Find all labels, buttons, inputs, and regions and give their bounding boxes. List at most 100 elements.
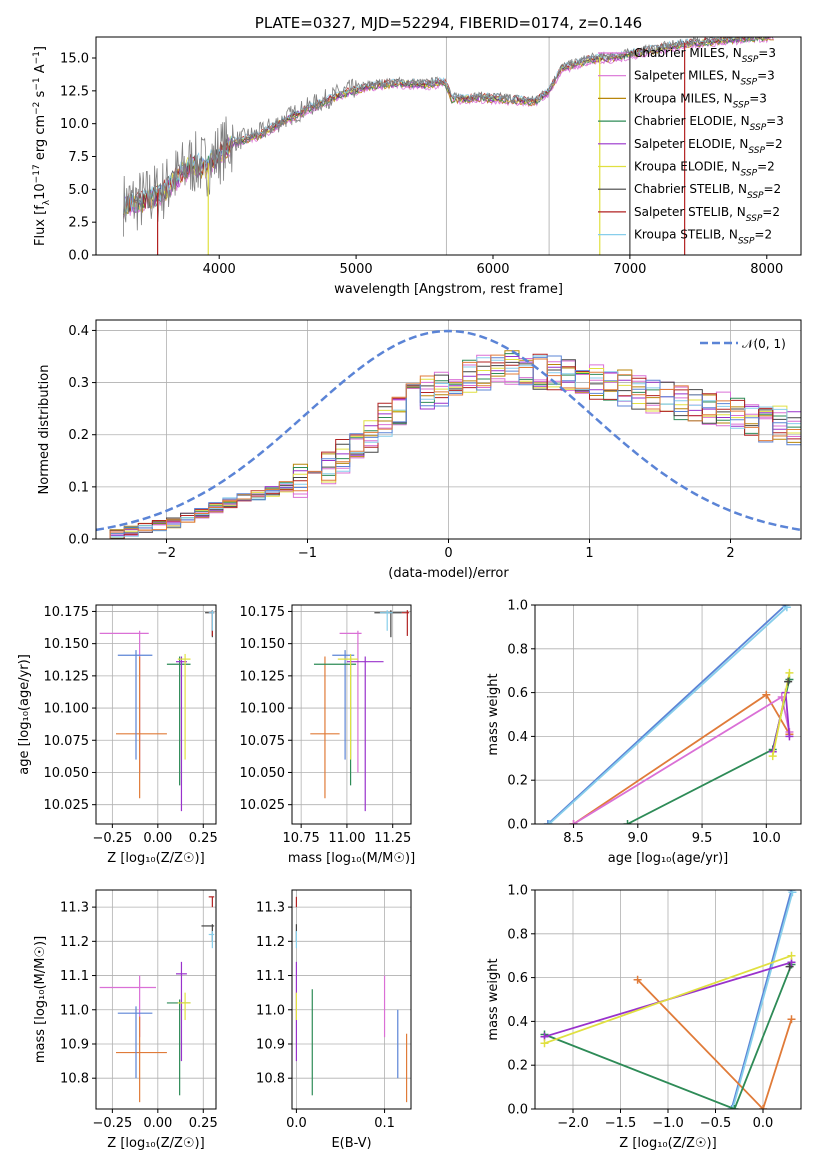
legend-tail: =2: [754, 228, 772, 242]
x-tick-label: −2: [157, 546, 176, 561]
x-tick-label: −1.0: [652, 1116, 684, 1131]
y-tick-label: 10.025: [240, 798, 286, 813]
y-tick-label: 2.5: [68, 216, 89, 231]
observed-spectrum-line: [123, 37, 773, 237]
y-tick-label: 11.2: [60, 935, 89, 950]
y-axis-label: mass weight: [486, 958, 501, 1040]
error-bar-point: [116, 656, 167, 799]
y-tick-label: 5.0: [68, 183, 89, 198]
legend-subscript: SSP: [748, 146, 765, 156]
y-tick-label: 0.2: [507, 1059, 528, 1074]
error-bar-point: [337, 653, 358, 760]
y-tick-label: 0.2: [507, 774, 528, 789]
legend-label: Chabrier ELODIE, NSSP=3: [634, 114, 784, 133]
y-tick-label: 1.0: [507, 884, 528, 899]
y-tick-label: 15.0: [60, 52, 89, 67]
legend: Chabrier MILES, NSSP=3 Salpeter MILES, NS…: [598, 46, 784, 247]
weight-marker: [782, 605, 791, 612]
weight-marker: [785, 962, 794, 971]
legend-label: Kroupa MILES, NSSP=3: [634, 91, 767, 110]
y-tick-label: 11.0: [60, 1003, 89, 1018]
legend-subscript: SSP: [747, 191, 764, 201]
legend-tail: =2: [757, 160, 775, 174]
normal-distribution-curve: [96, 329, 801, 532]
x-tick-label: 10.0: [752, 831, 781, 846]
weight-vs-age-panel: 8.5 9.0 9.5 10.0 0.0 0.2 0.4 0.6 0.8 1.0 age [log₁…: [486, 599, 802, 866]
error-bar-point: [166, 999, 191, 1096]
y-tick-label: 10.125: [44, 669, 90, 684]
weight-marker: [727, 1105, 736, 1109]
y-tick-label: 10.100: [240, 702, 286, 717]
x-tick-label: −0.25: [92, 1116, 132, 1131]
weight-marker: [728, 1105, 737, 1109]
plot-area: [543, 605, 794, 824]
error-bar-point: [177, 992, 191, 1021]
y-tick-label: 10.100: [44, 702, 90, 717]
mass-vs-extinction-panel: 0.0 0.1 10.8 10.9 11.0 11.1 11.2 11.3 E(B-V): [256, 889, 412, 1151]
x-axis-label: Z [log₁₀(Z/Z☉)]: [107, 851, 204, 866]
error-bar-point: [99, 630, 149, 773]
legend-label: Salpeter MILES, NSSP=3: [634, 69, 775, 88]
axes-frame: [95, 604, 217, 825]
error-bar-point: [401, 610, 410, 636]
mass-vs-metallicity-panel: −0.25 0.00 0.25 10.8 10.9 11.0 11.1 11.2 11.3 Z […: [33, 889, 218, 1151]
y-tick-label: 0.0: [507, 1103, 528, 1118]
error-bar-point: [166, 656, 191, 786]
y-tick-label: 11.3: [60, 901, 89, 916]
legend-subscript: SSP: [742, 55, 759, 65]
weight-marker: [545, 820, 554, 824]
x-axis-label: Z [log₁₀(Z/Z☉)]: [107, 1136, 204, 1151]
weight-line: [627, 679, 791, 824]
y-axis-label: mass [log₁₀(M/M☉)]: [33, 936, 48, 1063]
weight-marker: [623, 820, 632, 824]
x-tick-label: 9.0: [627, 831, 648, 846]
error-bar-point: [208, 610, 215, 631]
error-bar-point: [379, 610, 393, 631]
error-bar-point: [116, 1016, 167, 1103]
y-tick-label: 10.9: [60, 1037, 89, 1052]
weight-marker: [788, 890, 797, 897]
plot-area: [99, 610, 215, 812]
y-tick-label: 7.5: [68, 150, 89, 165]
plot-area: [96, 329, 801, 539]
y-tick-label: 0.0: [68, 533, 89, 548]
x-axis-label: Z [log₁₀(Z/Z☉)]: [619, 1136, 716, 1151]
legend-subscript: SSP: [746, 214, 763, 224]
legend: 𝒩(0, 1): [700, 337, 786, 351]
legend-tail: =2: [762, 205, 780, 219]
weight-marker: [759, 1105, 767, 1109]
weight-line: [730, 890, 793, 1109]
x-tick-label: −0.5: [700, 1116, 732, 1131]
legend-label: Salpeter STELIB, NSSP=2: [634, 205, 780, 224]
y-tick-label: 0.2: [68, 428, 89, 443]
y-tick-label: 0.0: [68, 249, 89, 264]
weight-marker: [787, 1015, 796, 1024]
y-tick-label: 1.0: [507, 599, 528, 614]
y-tick-label: 10.150: [240, 637, 286, 652]
weight-marker: [785, 732, 794, 741]
y-axis-label: Flux [fλ10−17 erg cm−2 s−1 A−1]: [32, 46, 52, 246]
y-tick-label: 10.150: [44, 637, 90, 652]
x-tick-label: 0: [444, 546, 452, 561]
x-axis-label: mass [log₁₀(M/M☉)]: [288, 851, 415, 866]
y-tick-label: 12.5: [60, 84, 89, 99]
weight-line: [544, 954, 792, 1045]
residual-histogram-panel: −2 −1 0 1 2 0.0 0.1 0.2 0.3 0.4 (data-model)/error…: [37, 319, 802, 581]
x-tick-label: 1: [585, 546, 593, 561]
legend-tail: =3: [758, 46, 776, 60]
legend-label: Salpeter ELODIE, NSSP=2: [634, 137, 783, 156]
error-bar-point: [117, 1006, 153, 1079]
error-bar-point: [99, 975, 156, 1038]
weight-line: [636, 979, 793, 1109]
legend-tail: =2: [765, 137, 783, 151]
x-tick-label: −1: [298, 546, 317, 561]
axes-frame: [291, 604, 412, 825]
legend-subscript: SSP: [733, 100, 750, 110]
y-tick-label: 10.175: [44, 605, 90, 620]
chart-title: PLATE=0327, MJD=52294, FIBERID=0174, z=0…: [255, 14, 642, 32]
y-tick-label: 11.0: [256, 1003, 285, 1018]
plot-area: [99, 896, 215, 1103]
y-tick-label: 10.075: [240, 734, 286, 749]
y-tick-label: 11.2: [256, 935, 285, 950]
